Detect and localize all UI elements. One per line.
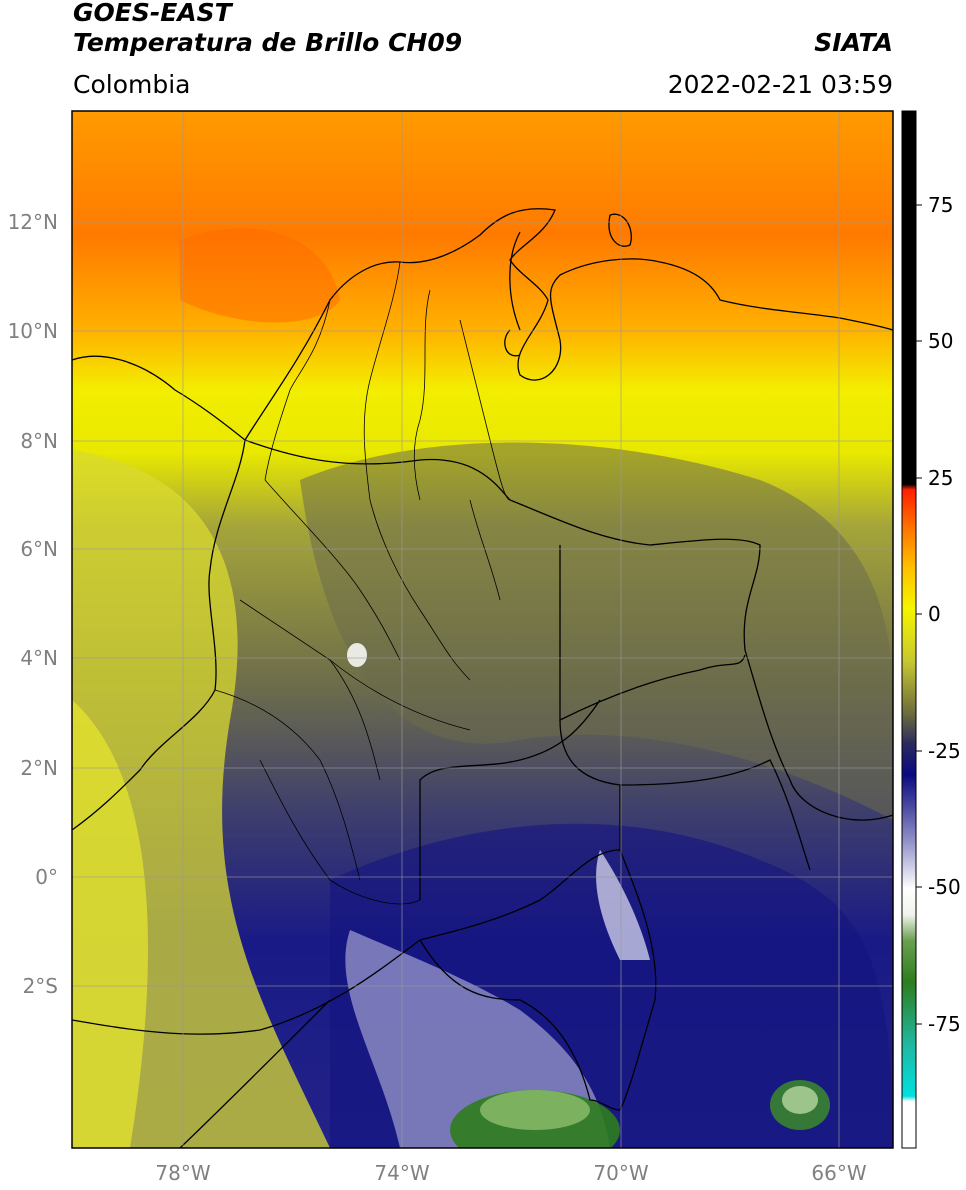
- lon-label: 74°W: [374, 1161, 429, 1185]
- lat-label: 6°N: [20, 537, 58, 561]
- lat-label: 12°N: [8, 210, 58, 234]
- lon-label: 78°W: [155, 1161, 210, 1185]
- department-borders: [214, 261, 511, 905]
- map-frame: [71, 110, 894, 1149]
- lon-label: 66°W: [811, 1161, 866, 1185]
- gridlines: [72, 111, 893, 1148]
- org-label: SIATA: [814, 28, 893, 57]
- lat-label: 0°: [35, 865, 58, 889]
- brightness-temperature-field: [72, 111, 893, 1148]
- lat-label: 4°N: [20, 646, 58, 670]
- colorbar-label: -25: [928, 739, 961, 763]
- colorbar-label: 25: [928, 466, 953, 490]
- colorbar-label: -50: [928, 875, 961, 899]
- lat-label: 8°N: [20, 429, 58, 453]
- colorbar-label: 75: [928, 193, 953, 217]
- lat-label: 2°N: [20, 756, 58, 780]
- product-title: Temperatura de Brillo CH09: [73, 28, 463, 57]
- colorbar-label: 50: [928, 329, 953, 353]
- longitude-labels: 78°W 74°W 70°W 66°W: [155, 1161, 866, 1185]
- colorbar-label: -75: [928, 1012, 961, 1036]
- lat-label: 2°S: [23, 974, 58, 998]
- lat-label: 10°N: [8, 319, 58, 343]
- lon-label: 70°W: [593, 1161, 648, 1185]
- region-label: Colombia: [73, 70, 191, 99]
- satellite-title: GOES-EAST: [73, 0, 232, 27]
- latitude-labels: 12°N 10°N 8°N 6°N 4°N 2°N 0° 2°S: [8, 210, 58, 998]
- colorbar-label: 0: [928, 602, 941, 626]
- country-borders: [72, 208, 893, 1148]
- colorbar: 75 50 25 0 -25 -50 -75: [901, 110, 961, 1149]
- datetime-label: 2022-02-21 03:59: [667, 70, 893, 99]
